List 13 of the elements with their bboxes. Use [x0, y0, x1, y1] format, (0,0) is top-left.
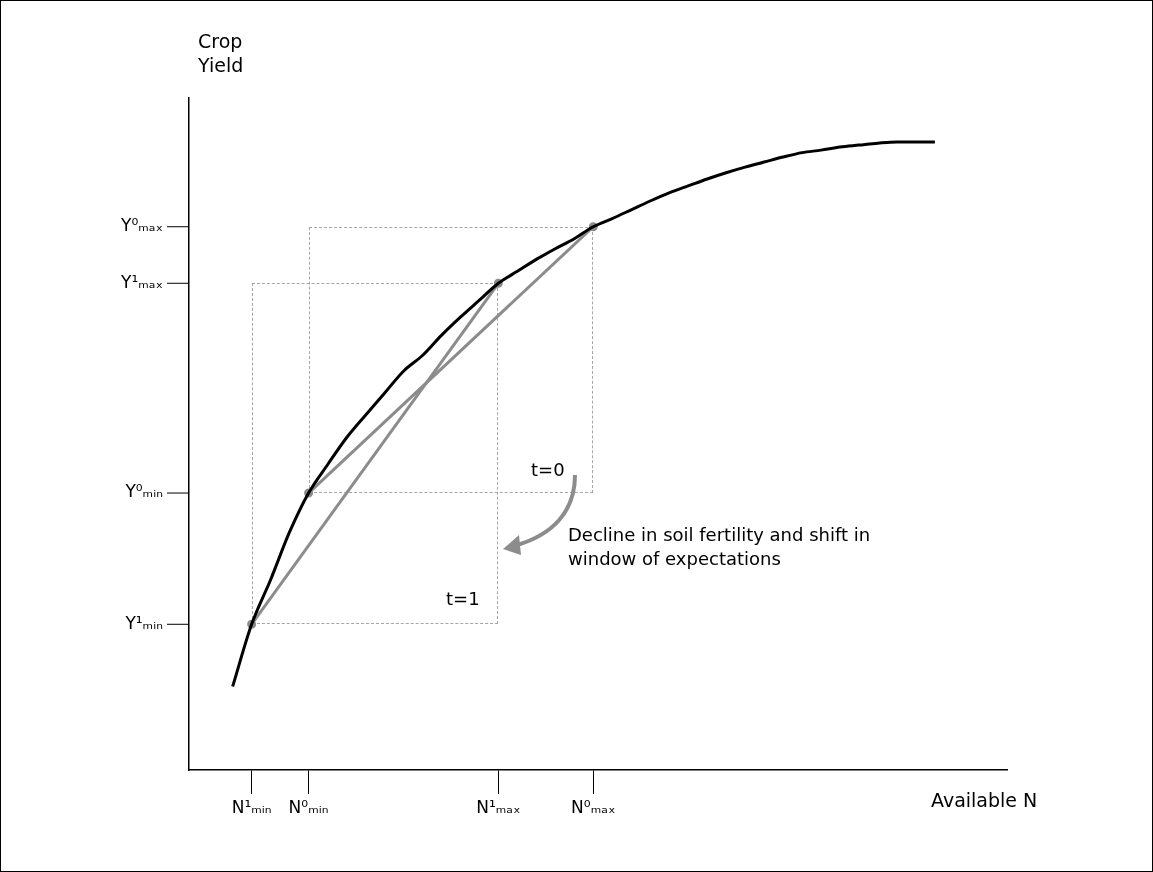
x-axis-title: Available N [931, 789, 1039, 811]
text: Y⁰ₘₐₓ [120, 215, 163, 236]
text: Y¹ₘₐₓ [120, 271, 163, 292]
x-tick-label: N⁰ₘᵢₙ [288, 796, 329, 817]
annotation: t=0 [531, 458, 566, 482]
x-tick-label: N¹ₘᵢₙ [231, 796, 272, 817]
x-tick-label: N¹ₘₐₓ [476, 796, 521, 817]
annotation: t=1 [446, 587, 481, 611]
y-axis-title: Crop Yield [198, 29, 245, 77]
annotation: Decline in soil fertility and shift in window of expectations [568, 523, 872, 571]
text: Y⁰ₘᵢₙ [124, 481, 163, 502]
text: Y¹ₘᵢₙ [124, 612, 163, 633]
x-tick-label: N⁰ₘₐₓ [571, 796, 616, 817]
